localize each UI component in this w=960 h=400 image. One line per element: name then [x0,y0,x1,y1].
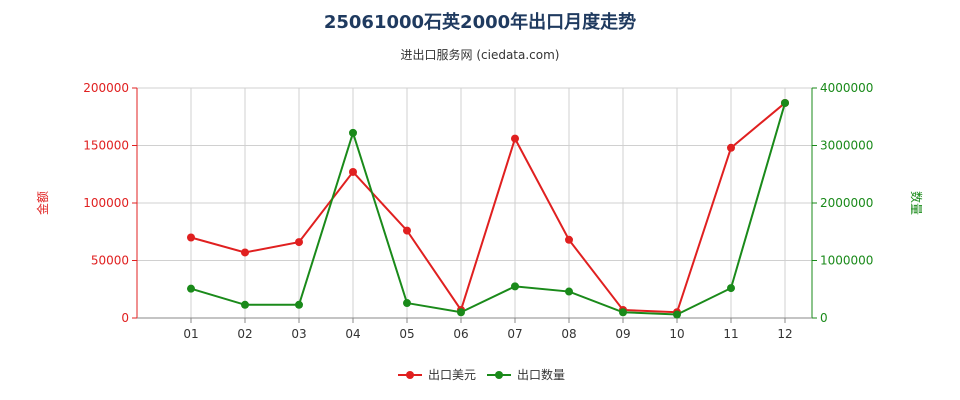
data-point-export-usd [727,143,735,152]
legend-item[interactable]: 出口数量 [487,367,565,382]
left-tick-label: 50000 [91,254,129,268]
legend-marker [495,371,503,379]
data-point-export-quantity [241,300,249,309]
data-point-export-usd [403,226,411,235]
data-point-export-quantity [565,287,573,296]
data-point-export-usd [187,233,195,242]
data-point-export-usd [565,235,573,244]
legend-item[interactable]: 出口美元 [398,368,476,382]
left-axis-label: 金额 [35,191,50,215]
x-tick-label: 05 [399,327,414,341]
right-tick-label: 0 [820,311,828,325]
right-axis-ticks: 0 1000000 2000000 3000000 4000000 [820,81,873,325]
x-tick-label: 02 [237,327,252,341]
right-tick-label: 1000000 [820,254,873,268]
data-point-export-quantity [673,310,681,319]
chart-title: 25061000石英2000年出口月度走势 [323,12,637,33]
legend-label: 出口数量 [517,367,565,382]
grid-lines [137,87,812,319]
left-tick-label: 100000 [83,196,129,210]
left-axis-ticks: 0 50000 100000 150000 200000 [83,81,129,325]
data-point-export-quantity [349,128,357,137]
series-line-export-quantity [190,102,786,316]
x-tick-label: 07 [507,327,522,341]
legend[interactable]: 出口美元 出口数量 [398,367,565,382]
left-tick-label: 0 [121,311,129,325]
x-tick-label: 09 [615,327,630,341]
right-tick-label: 2000000 [820,196,873,210]
x-tick-label: 12 [777,327,792,341]
right-tick-label: 3000000 [820,139,873,153]
series-layer [187,98,789,319]
data-point-export-quantity [619,308,627,317]
x-tick-label: 10 [669,327,684,341]
data-point-export-quantity [295,300,303,309]
series-line-export-usd [190,102,786,314]
data-point-export-usd [241,248,249,257]
x-tick-label: 01 [183,327,198,341]
x-tick-label: 03 [291,327,306,341]
data-point-export-quantity [403,299,411,308]
chart-subtitle: 进出口服务网 (ciedata.com) [400,48,560,62]
x-axis-ticks: 01 02 03 04 05 06 07 08 09 10 11 12 [183,327,792,341]
legend-label: 出口美元 [428,368,476,382]
data-point-export-quantity [727,284,735,293]
data-point-export-usd [295,238,303,247]
data-point-export-quantity [511,282,519,291]
data-point-export-quantity [781,98,789,107]
data-point-export-quantity [187,284,195,293]
x-tick-label: 04 [345,327,360,341]
left-tick-label: 200000 [83,81,129,95]
axes [132,87,817,323]
x-tick-label: 06 [453,327,468,341]
x-tick-label: 11 [723,327,738,341]
left-tick-label: 150000 [83,139,129,153]
data-point-export-usd [511,134,519,143]
x-tick-label: 08 [561,327,576,341]
data-point-export-quantity [457,308,465,317]
right-tick-label: 4000000 [820,81,873,95]
data-point-export-usd [349,167,357,176]
legend-marker [406,371,414,379]
right-axis-label: 数量 [909,191,924,215]
